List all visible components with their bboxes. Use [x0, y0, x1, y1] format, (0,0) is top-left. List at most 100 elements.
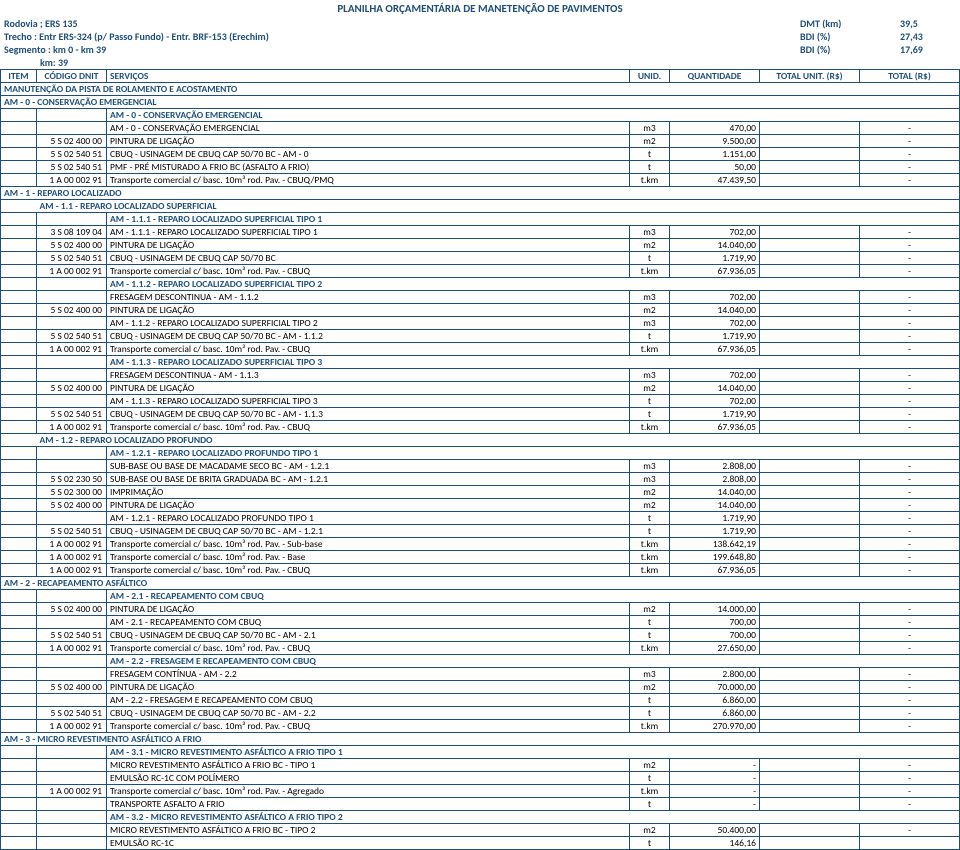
cell-qty: 1.151,00 [670, 148, 760, 161]
cell-qty: 700,00 [670, 629, 760, 642]
table-row: 1 A 00 002 91Transporte comercial c/ bas… [1, 551, 960, 564]
cell-item [1, 824, 37, 837]
cell-service: CBUQ - USINAGEM DE CBUQ CAP 50/70 BC - A… [107, 330, 630, 343]
cell-code: 5 S 02 540 51 [37, 408, 107, 421]
cell-total: - [860, 824, 960, 837]
cell-unit: t [630, 395, 670, 408]
cell-qty: 67.936,05 [670, 343, 760, 356]
subsection-header: AM - 0 - CONSERVAÇÃO EMERGENCIAL [107, 109, 960, 122]
table-row: MICRO REVESTIMENTO ASFÁLTICO A FRIO BC -… [1, 824, 960, 837]
cell-service: CBUQ - USINAGEM DE CBUQ CAP 50/70 BC [107, 252, 630, 265]
cell-qty: 67.936,05 [670, 564, 760, 577]
th-unid: UNID. [630, 70, 670, 83]
cell-service: TRANSPORTE ASFALTO A FRIO [107, 798, 630, 811]
table-row: EMULSÃO RC-1Ct146,16 [1, 837, 960, 850]
cell-qty: 67.936,05 [670, 265, 760, 278]
cell-item [1, 421, 37, 434]
cell-qty: - [670, 772, 760, 785]
table-header-row: ITEM CÓDIGO DNIT SERVIÇOS UNID. QUANTIDA… [1, 70, 960, 83]
cell-code: 5 S 02 540 51 [37, 707, 107, 720]
cell-qty: 702,00 [670, 291, 760, 304]
cell-item [1, 343, 37, 356]
cell-code [37, 837, 107, 850]
cell-total: - [860, 525, 960, 538]
cell-qty: 146,16 [670, 837, 760, 850]
cell-unit: t.km [630, 564, 670, 577]
table-row: AM - 1.1.2 - REPARO LOCALIZADO SUPERFICI… [1, 317, 960, 330]
trecho-label: Trecho : Entr ERS-324 (p/ Passo Fundo) -… [0, 30, 800, 43]
cell-unitprice [760, 616, 860, 629]
table-row: 5 S 02 540 51CBUQ - USINAGEM DE CBUQ CAP… [1, 408, 960, 421]
cell-unit: t [630, 772, 670, 785]
table-row: 5 S 02 300 00IMPRIMAÇÃOm214.040,00- [1, 486, 960, 499]
cell-service: Transporte comercial c/ basc. 10m³ rod. … [107, 343, 630, 356]
cell-unitprice [760, 538, 860, 551]
cell-code [37, 395, 107, 408]
cell-qty: 14.000,00 [670, 603, 760, 616]
cell-total: - [860, 759, 960, 772]
cell-code: 1 A 00 002 91 [37, 551, 107, 564]
cell-unit: m2 [630, 382, 670, 395]
table-row: AM - 2 - RECAPEAMENTO ASFÁLTICO [1, 577, 960, 590]
cell-qty: 14.040,00 [670, 486, 760, 499]
cell-code [37, 694, 107, 707]
cell-unit: m3 [630, 369, 670, 382]
cell-unitprice [760, 759, 860, 772]
table-row: AM - 1.1.3 - REPARO LOCALIZADO SUPERFICI… [1, 395, 960, 408]
cell-unitprice [760, 512, 860, 525]
cell-total: - [860, 538, 960, 551]
header-row-3: Segmento : km 0 - km 39 BDI (%) 17,69 [0, 43, 960, 56]
cell-item [1, 317, 37, 330]
table-row: 5 S 02 400 00PINTURA DE LIGAÇÃOm214.040,… [1, 499, 960, 512]
cell-unitprice [760, 161, 860, 174]
cell-service: AM - 2.1 - RECAPEAMENTO COM CBUQ [107, 616, 630, 629]
cell-code [37, 460, 107, 473]
cell-unit: m2 [630, 759, 670, 772]
cell-service: MICRO REVESTIMENTO ASFÁLTICO A FRIO BC -… [107, 759, 630, 772]
subsection-header: AM - 1.1 - REPARO LOCALIZADO SUPERFICIAL [37, 200, 960, 213]
cell-service: AM - 1.2.1 - REPARO LOCALIZADO PROFUNDO … [107, 512, 630, 525]
cell-unitprice [760, 564, 860, 577]
cell-total: - [860, 343, 960, 356]
cell-item [1, 174, 37, 187]
table-row: AM - 1.1 - REPARO LOCALIZADO SUPERFICIAL [1, 200, 960, 213]
spreadsheet: PLANILHA ORÇAMENTÁRIA DE MANETENÇÃO DE P… [0, 0, 960, 850]
table-row: AM - 2.1 - RECAPEAMENTO COM CBUQt700,00- [1, 616, 960, 629]
cell-item [1, 603, 37, 616]
cell-total: - [860, 174, 960, 187]
cell-qty: 702,00 [670, 317, 760, 330]
cell-service: Transporte comercial c/ basc. 10m³ rod. … [107, 174, 630, 187]
cell-total: - [860, 473, 960, 486]
table-row: 5 S 02 400 00PINTURA DE LIGAÇÃOm214.000,… [1, 603, 960, 616]
table-row: 1 A 00 002 91Transporte comercial c/ bas… [1, 720, 960, 733]
table-row: AM - 0 - CONSERVAÇÃO EMERGENCIAL [1, 96, 960, 109]
cell-item [1, 473, 37, 486]
cell-item [1, 291, 37, 304]
section-header: AM - 3 - MICRO REVESTIMENTO ASFÁLTICO A … [1, 733, 960, 746]
cell-unit: m2 [630, 824, 670, 837]
cell-unit: t.km [630, 343, 670, 356]
table-row: AM - 1.2.1 - REPARO LOCALIZADO PROFUNDO … [1, 512, 960, 525]
cell-qty: 9.500,00 [670, 135, 760, 148]
th-servicos: SERVIÇOS [107, 70, 630, 83]
cell-qty: 14.040,00 [670, 239, 760, 252]
cell-item [1, 226, 37, 239]
cell-unitprice [760, 395, 860, 408]
cell-qty: 47.439,50 [670, 174, 760, 187]
bdi1-value: 27,43 [900, 30, 960, 43]
cell-unit: t.km [630, 642, 670, 655]
cell-unit: t [630, 525, 670, 538]
cell-service: CBUQ - USINAGEM DE CBUQ CAP 50/70 BC - A… [107, 629, 630, 642]
cell-code: 5 S 02 540 51 [37, 252, 107, 265]
cell-service: AM - 2.2 - FRESAGEM E RECAPEAMENTO COM C… [107, 694, 630, 707]
cell-total: - [860, 239, 960, 252]
cell-service: Transporte comercial c/ basc. 10m³ rod. … [107, 720, 630, 733]
cell-code: 5 S 02 540 51 [37, 330, 107, 343]
cell-total: - [860, 642, 960, 655]
table-row: 1 A 00 002 91Transporte comercial c/ bas… [1, 538, 960, 551]
cell-unitprice [760, 252, 860, 265]
cell-total: - [860, 265, 960, 278]
table-row: AM - 1 - REPARO LOCALIZADO [1, 187, 960, 200]
table-body: MANUTENÇÃO DA PISTA DE ROLAMENTO E ACOST… [1, 83, 960, 850]
cell-total: - [860, 486, 960, 499]
